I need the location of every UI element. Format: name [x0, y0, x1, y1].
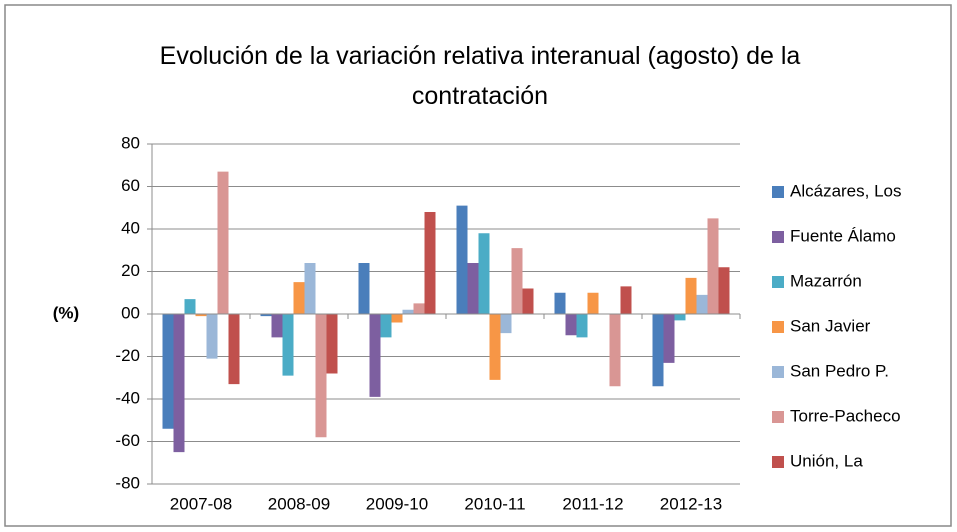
bar	[522, 288, 534, 314]
bar	[489, 314, 501, 380]
legend-swatch	[772, 321, 784, 333]
bar	[358, 263, 370, 314]
y-tick-label: 60	[121, 176, 140, 195]
bar	[718, 267, 730, 314]
y-axis-label: (%)	[53, 303, 79, 322]
bar	[456, 205, 468, 314]
bar	[467, 263, 479, 314]
legend-swatch	[772, 366, 784, 378]
legend-label: Alcázares, Los	[790, 181, 902, 200]
x-tick-label: 2011-12	[562, 494, 623, 513]
bar	[587, 292, 599, 314]
bar	[402, 309, 414, 314]
bar	[271, 314, 283, 338]
x-tick-label: 2010-11	[464, 494, 525, 513]
bar	[413, 303, 425, 314]
legend-swatch	[772, 231, 784, 243]
bar	[511, 248, 523, 314]
bar	[293, 282, 305, 314]
legend-label: Fuente Álamo	[790, 226, 896, 245]
bar	[576, 314, 588, 338]
x-tick-label: 2012-13	[660, 494, 722, 513]
bar	[565, 314, 577, 336]
bar	[162, 314, 174, 429]
y-tick-label: 40	[121, 218, 140, 237]
bar	[707, 218, 719, 314]
bar	[228, 314, 240, 385]
legend-swatch	[772, 276, 784, 288]
y-tick-label: -20	[115, 346, 140, 365]
legend-label: San Pedro P.	[790, 361, 889, 380]
bar	[173, 314, 185, 453]
bar	[282, 314, 294, 376]
legend-swatch	[772, 456, 784, 468]
bar	[652, 314, 664, 387]
y-tick-label: 80	[121, 133, 140, 152]
y-tick-label: -40	[115, 388, 140, 407]
bar	[260, 314, 272, 317]
bar	[663, 314, 675, 363]
bar	[674, 314, 686, 321]
bar	[369, 314, 381, 397]
bar	[478, 233, 490, 314]
x-tick-label: 2009-10	[366, 494, 428, 513]
bar	[304, 263, 316, 314]
legend-label: Torre-Pacheco	[790, 406, 901, 425]
bar	[195, 314, 207, 317]
legend-label: Unión, La	[790, 451, 863, 470]
bar	[391, 314, 403, 323]
chart-title: Evolución de la variación relativa inter…	[159, 42, 801, 110]
bar	[609, 314, 621, 387]
bar	[424, 212, 436, 314]
bar	[315, 314, 327, 438]
bar	[696, 294, 708, 314]
bar	[380, 314, 392, 338]
bar	[206, 314, 218, 359]
y-tick-label: -80	[115, 473, 140, 492]
bar	[554, 292, 566, 314]
bar	[217, 171, 229, 314]
legend-label: Mazarrón	[790, 271, 862, 290]
bar	[184, 299, 196, 314]
x-tick-label: 2008-09	[268, 494, 330, 513]
y-tick-label: -60	[115, 431, 140, 450]
bar	[500, 314, 512, 334]
x-tick-label: 2007-08	[170, 494, 232, 513]
bar	[685, 277, 697, 314]
legend-swatch	[772, 186, 784, 198]
bar	[326, 314, 338, 374]
legend-swatch	[772, 411, 784, 423]
legend-label: San Javier	[790, 316, 871, 335]
y-tick-label: 00	[121, 303, 140, 322]
y-tick-label: 20	[121, 261, 140, 280]
bar	[620, 286, 632, 314]
